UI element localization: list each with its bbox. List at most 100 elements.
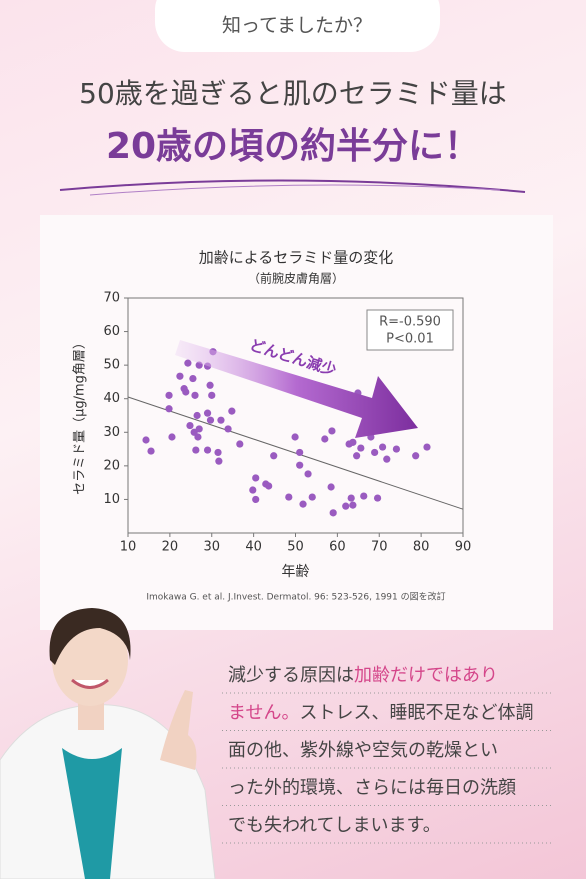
x-tick-label: 20 — [162, 540, 179, 555]
x-tick-label: 60 — [329, 540, 346, 555]
point — [191, 391, 199, 399]
point — [165, 391, 173, 399]
point — [217, 416, 225, 424]
point — [423, 443, 431, 451]
body-line: った外的環境、さらには毎日の洗顔 — [228, 778, 516, 799]
point — [203, 446, 212, 454]
point — [194, 433, 202, 441]
source: Imokawa G. et al. J.Invest. Dermatol. 96… — [146, 591, 445, 603]
point — [291, 433, 299, 441]
point — [192, 446, 200, 454]
point — [371, 448, 379, 457]
point — [214, 448, 222, 457]
x-tick-label: 80 — [413, 540, 430, 555]
body-line: 面の他、紫外線や空気の乾燥とい — [228, 740, 498, 761]
text-span: った外的環境、さらには毎日の洗顔 — [228, 778, 516, 799]
point — [186, 421, 194, 430]
trend-arrow — [175, 340, 418, 438]
point — [360, 492, 368, 500]
y-tick-label: 50 — [103, 358, 120, 373]
point — [182, 388, 190, 396]
stats-box — [366, 309, 454, 351]
point — [176, 372, 184, 380]
point — [327, 483, 335, 491]
y-tick-label: 70 — [103, 291, 120, 306]
text-span: 面の他、紫外線や空気の乾燥とい — [228, 740, 498, 761]
point — [249, 486, 257, 494]
swoosh — [89, 184, 501, 196]
point — [147, 447, 155, 455]
y-tick-label: 60 — [103, 324, 120, 339]
point — [299, 500, 307, 508]
x-tick-label: 70 — [371, 540, 388, 555]
point — [412, 452, 420, 460]
point — [342, 502, 350, 510]
point — [321, 435, 329, 443]
y-tick-label: 40 — [103, 391, 120, 406]
text-span: でも失われてしまいます。 — [228, 815, 441, 836]
body-line: 減少する原因は加齢だけではあり — [228, 665, 498, 686]
point — [296, 461, 304, 469]
y-tick-label: 30 — [103, 425, 120, 440]
body-text: 減少する原因は加齢だけではありません。ストレス、睡眠不足など体調面の他、紫外線や… — [222, 665, 552, 844]
x-tick-label: 30 — [203, 540, 220, 555]
point — [328, 427, 336, 435]
badge: 知ってましたか？ — [222, 15, 372, 37]
point — [349, 438, 357, 446]
highlight-text: ません。 — [228, 703, 299, 724]
chart-subtitle: （前腕皮膚角層） — [248, 271, 344, 286]
point — [203, 409, 212, 417]
point — [228, 407, 236, 415]
point — [168, 433, 176, 441]
text-span: 減少する原因は — [228, 665, 354, 686]
trend-line — [127, 396, 464, 510]
point — [252, 495, 260, 504]
point — [195, 425, 203, 433]
highlight-text: 加齢だけではあり — [354, 665, 498, 686]
point — [392, 445, 401, 453]
point — [373, 494, 382, 502]
point — [296, 448, 304, 457]
point — [189, 374, 197, 383]
point — [308, 493, 316, 501]
chart-card — [40, 215, 553, 630]
point — [304, 470, 312, 478]
x-tick-label: 10 — [120, 540, 137, 555]
point — [236, 440, 244, 448]
stats-text: R=-0.590 — [379, 315, 441, 330]
point — [224, 425, 232, 433]
point — [206, 381, 214, 389]
point — [329, 509, 337, 517]
x-tick-label: 50 — [287, 540, 304, 555]
point — [252, 474, 260, 482]
chart-title: 加齢によるセラミド量の変化 — [199, 249, 394, 267]
point — [285, 493, 293, 501]
doctor-illustration — [0, 608, 216, 880]
point — [215, 457, 223, 465]
body-line: ません。ストレス、睡眠不足など体調 — [228, 703, 533, 724]
y-tick-label: 20 — [103, 458, 120, 473]
point — [206, 416, 215, 424]
point — [353, 452, 361, 460]
point — [265, 482, 273, 490]
text-span: ストレス、睡眠不足など体調 — [299, 703, 533, 724]
point — [347, 494, 355, 502]
x-axis-label: 年齢 — [282, 564, 310, 580]
y-tick-label: 10 — [103, 492, 120, 507]
swoosh — [59, 179, 526, 193]
x-tick-label: 90 — [455, 540, 472, 555]
point — [165, 405, 173, 413]
badge-bg — [155, 0, 440, 52]
point — [208, 391, 216, 399]
point — [270, 452, 278, 460]
stats-text: P<0.01 — [386, 332, 434, 347]
point — [379, 443, 387, 451]
point — [357, 444, 365, 452]
point — [383, 455, 391, 463]
point — [349, 501, 357, 509]
headline: 20歳の頃の約半分に！ — [106, 126, 480, 167]
body-line: でも失われてしまいます。 — [228, 815, 441, 836]
point — [184, 359, 192, 367]
